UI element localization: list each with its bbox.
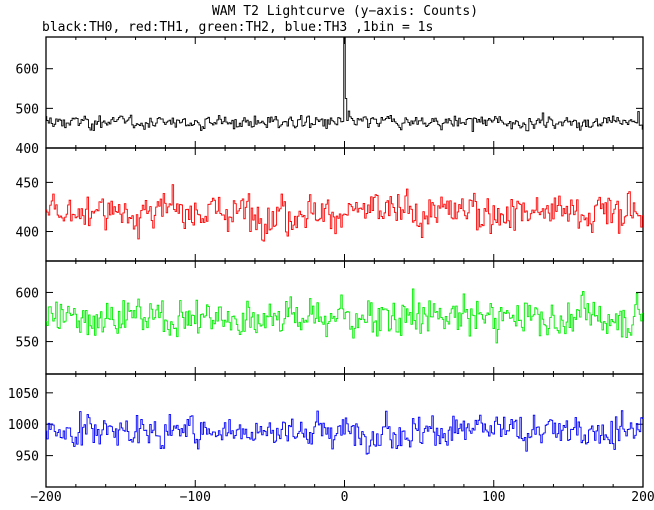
series-line-0 xyxy=(46,37,643,132)
x-tick-label: 200 xyxy=(631,490,654,505)
x-tick-label: −100 xyxy=(180,490,211,505)
x-tick-label: −200 xyxy=(30,490,61,505)
y-tick-label: 600 xyxy=(16,63,39,78)
chart-title: WAM T2 Lightcurve (y−axis: Counts) xyxy=(212,4,478,19)
y-tick-label: 450 xyxy=(16,176,39,191)
y-tick-label: 400 xyxy=(16,226,39,241)
panel-3: 950 1000 1050 xyxy=(8,373,644,488)
x-axis: −200 −100 0 100 200 xyxy=(30,490,654,505)
series-line-1 xyxy=(46,184,643,242)
panel-0: 400 500 600 xyxy=(16,36,644,157)
panels: 400 500 600 400 450 550 600 950 1000 1050 xyxy=(8,36,644,488)
series-line-2 xyxy=(46,288,643,344)
x-tick-label: 100 xyxy=(482,490,505,505)
y-tick-label: 500 xyxy=(16,102,39,117)
panel-2: 550 600 xyxy=(16,260,644,375)
x-tick-label: 0 xyxy=(341,490,349,505)
y-tick-label: 550 xyxy=(16,336,39,351)
y-tick-label: 400 xyxy=(16,142,39,157)
panel-frame xyxy=(45,260,644,375)
chart-subtitle: black:TH0, red:TH1, green:TH2, blue:TH3 … xyxy=(42,20,433,35)
series-line-3 xyxy=(46,410,643,455)
y-tick-label: 950 xyxy=(16,450,39,465)
y-tick-label: 1050 xyxy=(8,387,39,402)
panel-frame xyxy=(45,147,644,262)
y-tick-label: 600 xyxy=(16,286,39,301)
y-tick-label: 1000 xyxy=(8,418,39,433)
panel-frame xyxy=(45,36,644,149)
panel-frame xyxy=(45,373,644,488)
panel-1: 400 450 xyxy=(16,147,644,262)
